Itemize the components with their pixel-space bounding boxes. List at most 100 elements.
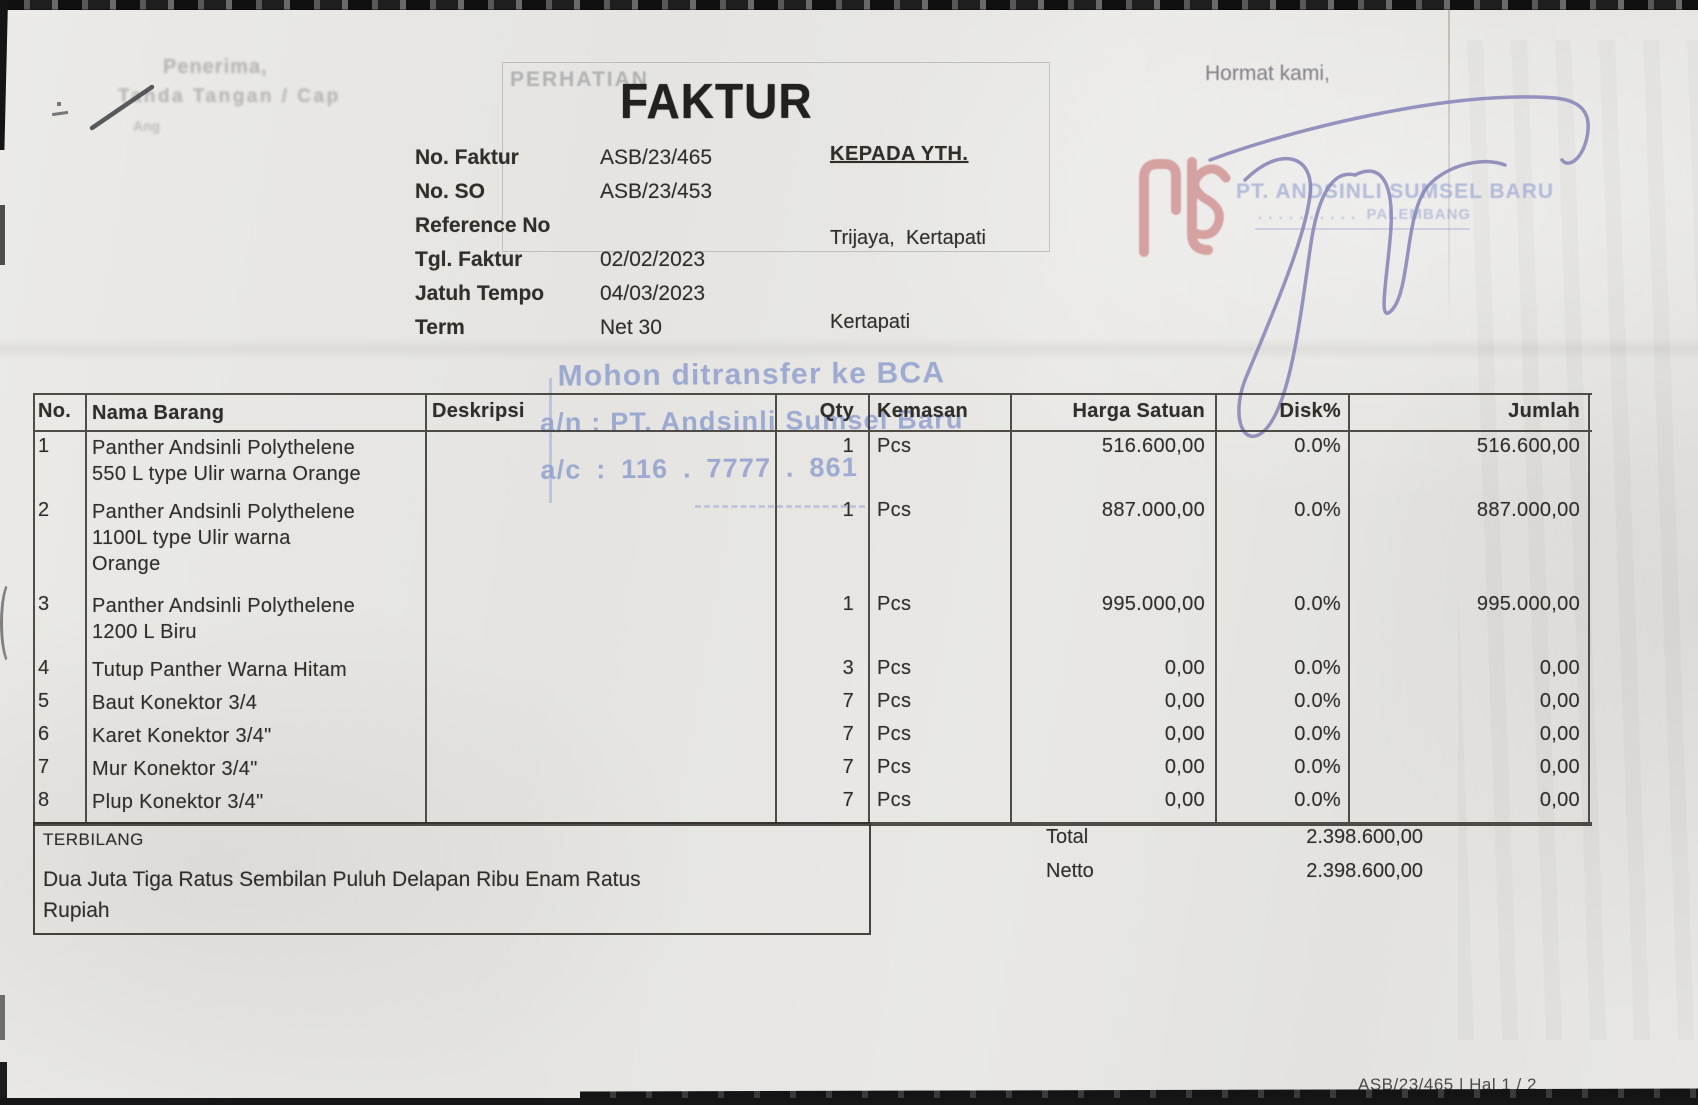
cell-disk: 0.0% [1217, 753, 1350, 786]
perhatian-label: PERHATIAN [510, 68, 649, 91]
cell-nama: Plup Konektor 3/4" [87, 786, 427, 822]
col-header-deskripsi: Deskripsi [427, 395, 777, 430]
meta-value: ASB/23/453 [600, 180, 713, 203]
meta-value: ASB/23/465 [600, 146, 713, 169]
meta-value: 04/03/2023 [600, 282, 706, 305]
cell-disk: 0.0% [1217, 496, 1350, 590]
cell-disk: 0.0% [1217, 654, 1350, 687]
recipient-line: Kertapati [830, 311, 911, 333]
scan-edge-artifact [0, 0, 8, 150]
cell-nama: Panther Andsinli Polythelene 1200 L Biru [87, 590, 427, 654]
cell-qty: 1 [777, 496, 870, 590]
table-row: 8 Plup Konektor 3/4" 7 Pcs 0,00 0.0% 0,0… [35, 786, 1592, 822]
scan-edge-artifact [0, 1062, 7, 1105]
salutation: Hormat kami, [1205, 62, 1330, 85]
cell-kemasan: Pcs [870, 687, 1012, 720]
col-header-jumlah: Jumlah [1350, 395, 1590, 430]
table-row: 2 Panther Andsinli Polythelene 1100L typ… [35, 496, 1592, 590]
cell-no: 4 [35, 654, 87, 687]
total-value: 2.398.600,00 [1306, 826, 1423, 848]
pen-mark-artifact [0, 580, 22, 666]
cell-deskripsi [427, 432, 777, 496]
cell-jumlah: 0,00 [1350, 753, 1590, 786]
cell-harga: 0,00 [1012, 753, 1217, 786]
col-header-nama: Nama Barang [87, 395, 427, 430]
table-row: 1 Panther Andsinli Polythelene 550 L typ… [35, 432, 1592, 496]
cell-no: 3 [35, 590, 87, 654]
cell-disk: 0.0% [1217, 786, 1350, 822]
cell-nama: Baut Konektor 3/4 [87, 687, 427, 720]
table-row: 6 Karet Konektor 3/4" 7 Pcs 0,00 0.0% 0,… [35, 720, 1592, 753]
meta-label: Jatuh Tempo [415, 282, 545, 305]
cell-jumlah: 0,00 [1350, 654, 1590, 687]
meta-row: No. SO ASB/23/453 [415, 180, 712, 204]
pen-mark [51, 84, 155, 131]
cell-kemasan: Pcs [870, 786, 1012, 822]
cell-harga: 0,00 [1012, 654, 1217, 687]
meta-label: Reference No [415, 214, 551, 237]
meta-row: No. Faktur ASB/23/465 [415, 146, 712, 170]
cell-deskripsi [427, 496, 777, 590]
crease-artifact [0, 338, 1698, 360]
payment-stamp-line: Mohon ditransfer ke BCA [557, 356, 946, 393]
cell-kemasan: Pcs [870, 496, 1012, 590]
meta-value: Net 30 [600, 316, 662, 339]
scan-edge-bottom [0, 1098, 1698, 1105]
col-header-harga: Harga Satuan [1012, 395, 1217, 430]
perhatian-box: PERHATIAN [502, 62, 1050, 252]
cell-harga: 0,00 [1012, 687, 1217, 720]
netto-value: 2.398.600,00 [1306, 860, 1423, 882]
meta-row: Term Net 30 [415, 316, 662, 340]
meta-label: No. SO [415, 180, 486, 203]
cell-kemasan: Pcs [870, 654, 1012, 687]
terbilang-box: TERBILANG Dua Juta Tiga Ratus Sembilan P… [33, 822, 871, 935]
cell-no: 1 [35, 432, 87, 496]
cell-kemasan: Pcs [870, 720, 1012, 753]
cell-harga: 995.000,00 [1012, 590, 1217, 654]
recipient-block: KEPADA YTH. Trijaya, Kertapati Kertapati [830, 84, 986, 392]
cell-disk: 0.0% [1217, 590, 1350, 654]
meta-label: No. Faktur [415, 146, 519, 169]
cell-nama: Mur Konektor 3/4" [87, 753, 427, 786]
cell-qty: 1 [777, 432, 870, 496]
meta-value: 02/02/2023 [600, 248, 706, 271]
cell-jumlah: 0,00 [1350, 687, 1590, 720]
table-row: 7 Mur Konektor 3/4" 7 Pcs 0,00 0.0% 0,00 [35, 753, 1592, 786]
items-table: No. Nama Barang Deskripsi Qty Kemasan Ha… [33, 393, 1592, 826]
cell-nama: Panther Andsinli Polythelene 550 L type … [87, 432, 427, 496]
bleedthrough-text: Penerima, [163, 56, 268, 78]
fold-line-artifact [1448, 0, 1450, 330]
terbilang-label: TERBILANG [43, 830, 144, 849]
col-header-kemasan: Kemasan [870, 395, 1012, 430]
cell-disk: 0.0% [1217, 720, 1350, 753]
recipient-line: Trijaya, Kertapati [830, 227, 986, 249]
signature [1208, 95, 1590, 438]
cell-deskripsi [427, 786, 777, 822]
cell-harga: 0,00 [1012, 720, 1217, 753]
table-row: 3 Panther Andsinli Polythelene 1200 L Bi… [35, 590, 1592, 654]
scan-edge-artifact [0, 205, 5, 265]
cell-qty: 7 [777, 786, 870, 822]
company-name-stamp: PT. ANDSINLI SUMSEL BARU [1236, 180, 1555, 203]
cell-qty: 7 [777, 753, 870, 786]
cell-deskripsi [427, 654, 777, 687]
cell-no: 5 [35, 687, 87, 720]
table-row: 4 Tutup Panther Warna Hitam 3 Pcs 0,00 0… [35, 654, 1592, 687]
cell-qty: 1 [777, 590, 870, 654]
bleedthrough-text: Ang [133, 118, 161, 134]
stamp-underline-artifact [695, 505, 865, 508]
table-row: 5 Baut Konektor 3/4 7 Pcs 0,00 0.0% 0,00 [35, 687, 1592, 720]
stamp-border-artifact [549, 378, 552, 503]
wrinkle-artifact [1458, 40, 1698, 1040]
cell-jumlah: 516.600,00 [1350, 432, 1590, 496]
col-header-qty: Qty [777, 395, 870, 430]
cell-nama: Tutup Panther Warna Hitam [87, 654, 427, 687]
scan-edge-artifact [0, 995, 5, 1040]
cell-deskripsi [427, 687, 777, 720]
cell-harga: 516.600,00 [1012, 432, 1217, 496]
cell-no: 2 [35, 496, 87, 590]
cell-nama: Panther Andsinli Polythelene 1100L type … [87, 496, 427, 590]
cell-jumlah: 887.000,00 [1350, 496, 1590, 590]
cell-qty: 3 [777, 654, 870, 687]
